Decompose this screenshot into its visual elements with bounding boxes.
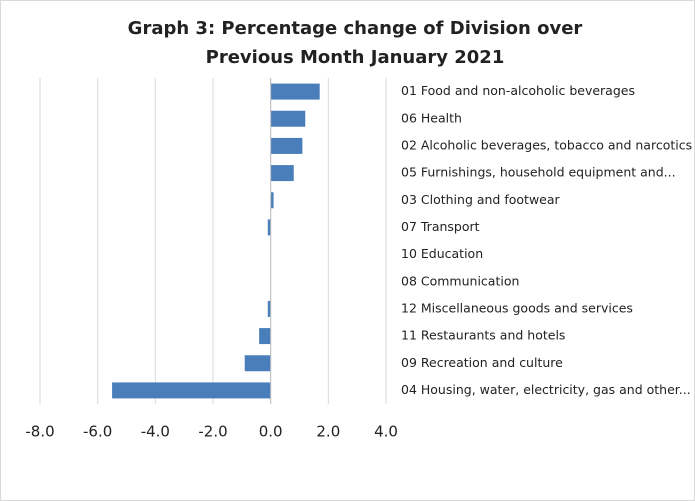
bar [267, 219, 271, 236]
x-tick-label: -6.0 [83, 423, 112, 441]
category-label: 03 Clothing and footwear [401, 192, 561, 207]
x-tick-label: -8.0 [25, 423, 54, 441]
chart-title: Graph 3: Percentage change of Division o… [127, 18, 583, 68]
bar [270, 137, 303, 154]
bar [267, 300, 271, 317]
category-label: 02 Alcoholic beverages, tobacco and narc… [401, 137, 692, 152]
bar [259, 328, 271, 345]
bar [270, 83, 320, 100]
bar [270, 192, 274, 209]
bar [270, 110, 306, 127]
bar [270, 165, 294, 182]
x-tick-label: 4.0 [374, 423, 398, 441]
x-tick-label: 0.0 [259, 423, 283, 441]
category-label: 08 Communication [401, 273, 519, 288]
x-tick-label: -4.0 [141, 423, 170, 441]
x-tick-label: -2.0 [198, 423, 227, 441]
category-label: 04 Housing, water, electricity, gas and … [401, 382, 691, 397]
category-label: 09 Recreation and culture [401, 355, 563, 370]
bar [244, 355, 271, 372]
category-label: 05 Furnishings, household equipment and.… [401, 165, 676, 180]
category-label: 07 Transport [401, 219, 480, 234]
category-label: 01 Food and non-alcoholic beverages [401, 83, 635, 98]
category-label: 11 Restaurants and hotels [401, 328, 565, 343]
x-tick-label: 2.0 [316, 423, 340, 441]
category-label: 12 Miscellaneous goods and services [401, 300, 633, 315]
category-label: 06 Health [401, 110, 462, 125]
bar [112, 382, 271, 399]
category-label: 10 Education [401, 246, 483, 261]
